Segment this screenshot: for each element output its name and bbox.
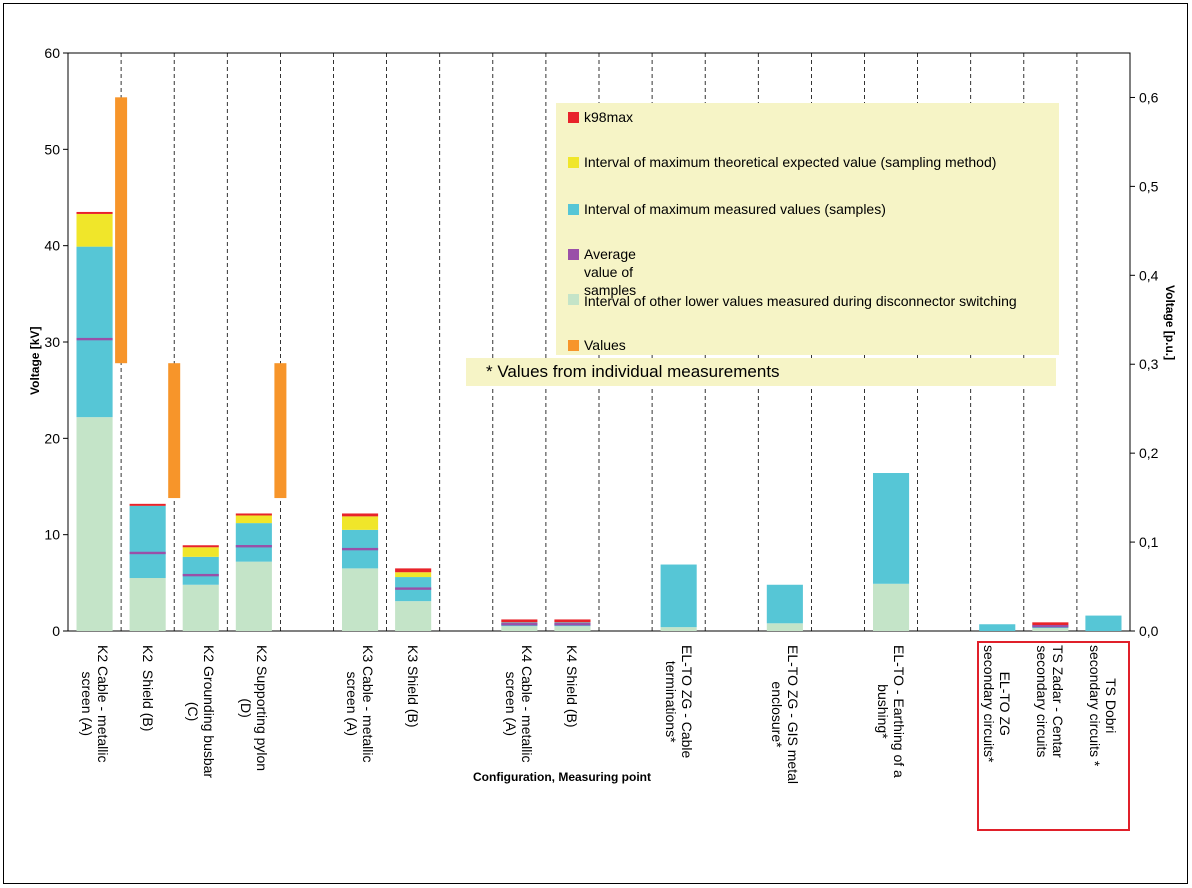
x-tick-label: K2 Cable - metallic screen (A) [78, 645, 111, 763]
x-tick-label: EL-TO - Earthing of a bushing* [875, 645, 908, 778]
x-tick-label: K3 Cable - metallic screen (A) [344, 645, 377, 763]
bar-lower-values [341, 568, 379, 631]
y-tick-label: 50 [44, 141, 60, 157]
average-marker [76, 337, 113, 341]
y2-tick-label: 0,0 [1139, 623, 1159, 639]
y2-axis-title: Voltage [p.u.] [1163, 285, 1177, 361]
bar-k98max [554, 619, 591, 623]
legend-swatch [568, 294, 579, 305]
bar-k98max [129, 503, 166, 506]
bar-lower-values [129, 578, 166, 631]
annotation-text: * Values from individual measurements [486, 362, 780, 381]
y2-tick-label: 0,5 [1139, 178, 1159, 194]
highlight-box [977, 641, 1130, 831]
y2-tick-label: 0,1 [1139, 534, 1159, 550]
bar-measured-max [660, 564, 697, 628]
y2-tick-label: 0,3 [1139, 356, 1159, 372]
bar-k98max [1032, 622, 1069, 626]
bar-theoretical [76, 213, 113, 247]
bar-lower-values [554, 626, 591, 631]
y-tick-label: 60 [44, 45, 60, 61]
bar-k98max [501, 619, 538, 623]
annotation-note: * Values from individual measurements [466, 358, 1056, 386]
bar-lower-values [872, 583, 910, 631]
x-tick-label: K2 Shield (B) [139, 645, 156, 732]
average-marker [129, 551, 166, 555]
bar-lower-values [501, 626, 538, 631]
bar-lower-values [1032, 628, 1069, 631]
bar-theoretical [395, 572, 432, 578]
x-tick-label: K2 Supporting pylon (D) [237, 645, 270, 772]
chart-frame [3, 3, 1188, 884]
x-tick-label: K3 Shield (B) [405, 645, 422, 728]
bar-lower-values [395, 601, 432, 631]
bar-k98max [395, 568, 432, 573]
legend-swatch [568, 340, 579, 351]
bar-measured-max [235, 523, 272, 562]
y-tick-label: 20 [44, 430, 60, 446]
legend-swatch [568, 112, 579, 123]
bar-lower-values [76, 417, 113, 631]
bar-measured-max [129, 505, 166, 579]
x-tick-label: EL-TO ZG - Cable terminations* [662, 645, 695, 759]
y2-tick-label: 0,4 [1139, 267, 1159, 283]
x-tick-label: K4 Cable - metallic screen (A) [503, 645, 536, 763]
legend-label: k98max [584, 109, 634, 125]
bar-measured-max [766, 584, 803, 624]
bar-model [115, 97, 128, 364]
bar-k98max [182, 545, 219, 548]
legend-label: Interval of maximum measured values (sam… [584, 201, 886, 217]
bar-model [274, 363, 287, 499]
bar-k98max [341, 513, 379, 517]
bar-lower-values [182, 584, 219, 631]
bar-lower-values [235, 561, 272, 631]
legend-label: Interval of maximum theoretical expected… [584, 154, 997, 170]
average-marker [395, 587, 432, 590]
bar-model [168, 363, 181, 499]
average-marker [554, 623, 591, 626]
bar-measured-max [979, 624, 1016, 631]
x-tick-label: EL-TO ZG - GIS metal enclosure* [768, 645, 801, 784]
legend-label: Interval of other lower values measured … [584, 293, 1017, 309]
average-marker [182, 573, 219, 577]
legend-swatch [568, 249, 579, 260]
bar-measured-max [76, 246, 113, 418]
x-axis-title: Configuration, Measuring point [473, 770, 651, 784]
y-tick-label: 30 [44, 334, 60, 350]
average-marker [1032, 624, 1069, 628]
legend-swatch [568, 157, 579, 168]
bar-k98max [235, 513, 272, 516]
bar-theoretical [235, 515, 272, 524]
bar-k98max [76, 211, 113, 214]
x-tick-label: K2 Grounding busbar (C) [184, 645, 217, 779]
y2-tick-label: 0,2 [1139, 445, 1159, 461]
y-tick-label: 40 [44, 238, 60, 254]
x-tick-label: K4 Shield (B) [564, 645, 581, 728]
bar-theoretical [182, 547, 219, 557]
y-tick-label: 10 [44, 527, 60, 543]
average-marker [501, 623, 538, 626]
y-axis-title: Voltage [kV] [28, 326, 42, 395]
bar-measured-max [182, 556, 219, 585]
bar-measured-max [1085, 615, 1122, 631]
bar-lower-values [660, 627, 697, 631]
bar-measured-max [872, 473, 910, 584]
legend-label: Average value of samples [584, 246, 637, 298]
legend-swatch [568, 204, 579, 215]
y2-tick-label: 0,6 [1139, 89, 1159, 105]
bar-theoretical [341, 516, 379, 530]
y-tick-label: 0 [52, 623, 60, 639]
average-marker [341, 547, 379, 551]
bar-lower-values [766, 623, 803, 631]
legend: k98max Interval of maximum theoretical e… [556, 103, 1059, 389]
average-marker [235, 545, 272, 548]
